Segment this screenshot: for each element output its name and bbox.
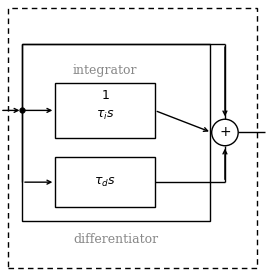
Text: differentiator: differentiator (73, 233, 158, 246)
Bar (55, 83, 155, 138)
Bar (22, 44, 210, 221)
Text: $\tau_d s$: $\tau_d s$ (94, 176, 116, 189)
Text: $+$: $+$ (219, 126, 231, 139)
Circle shape (212, 119, 238, 146)
Bar (55, 157, 155, 207)
Text: $\tau_i s$: $\tau_i s$ (95, 109, 114, 122)
Text: integrator: integrator (73, 64, 137, 77)
Text: $1$: $1$ (100, 89, 109, 102)
